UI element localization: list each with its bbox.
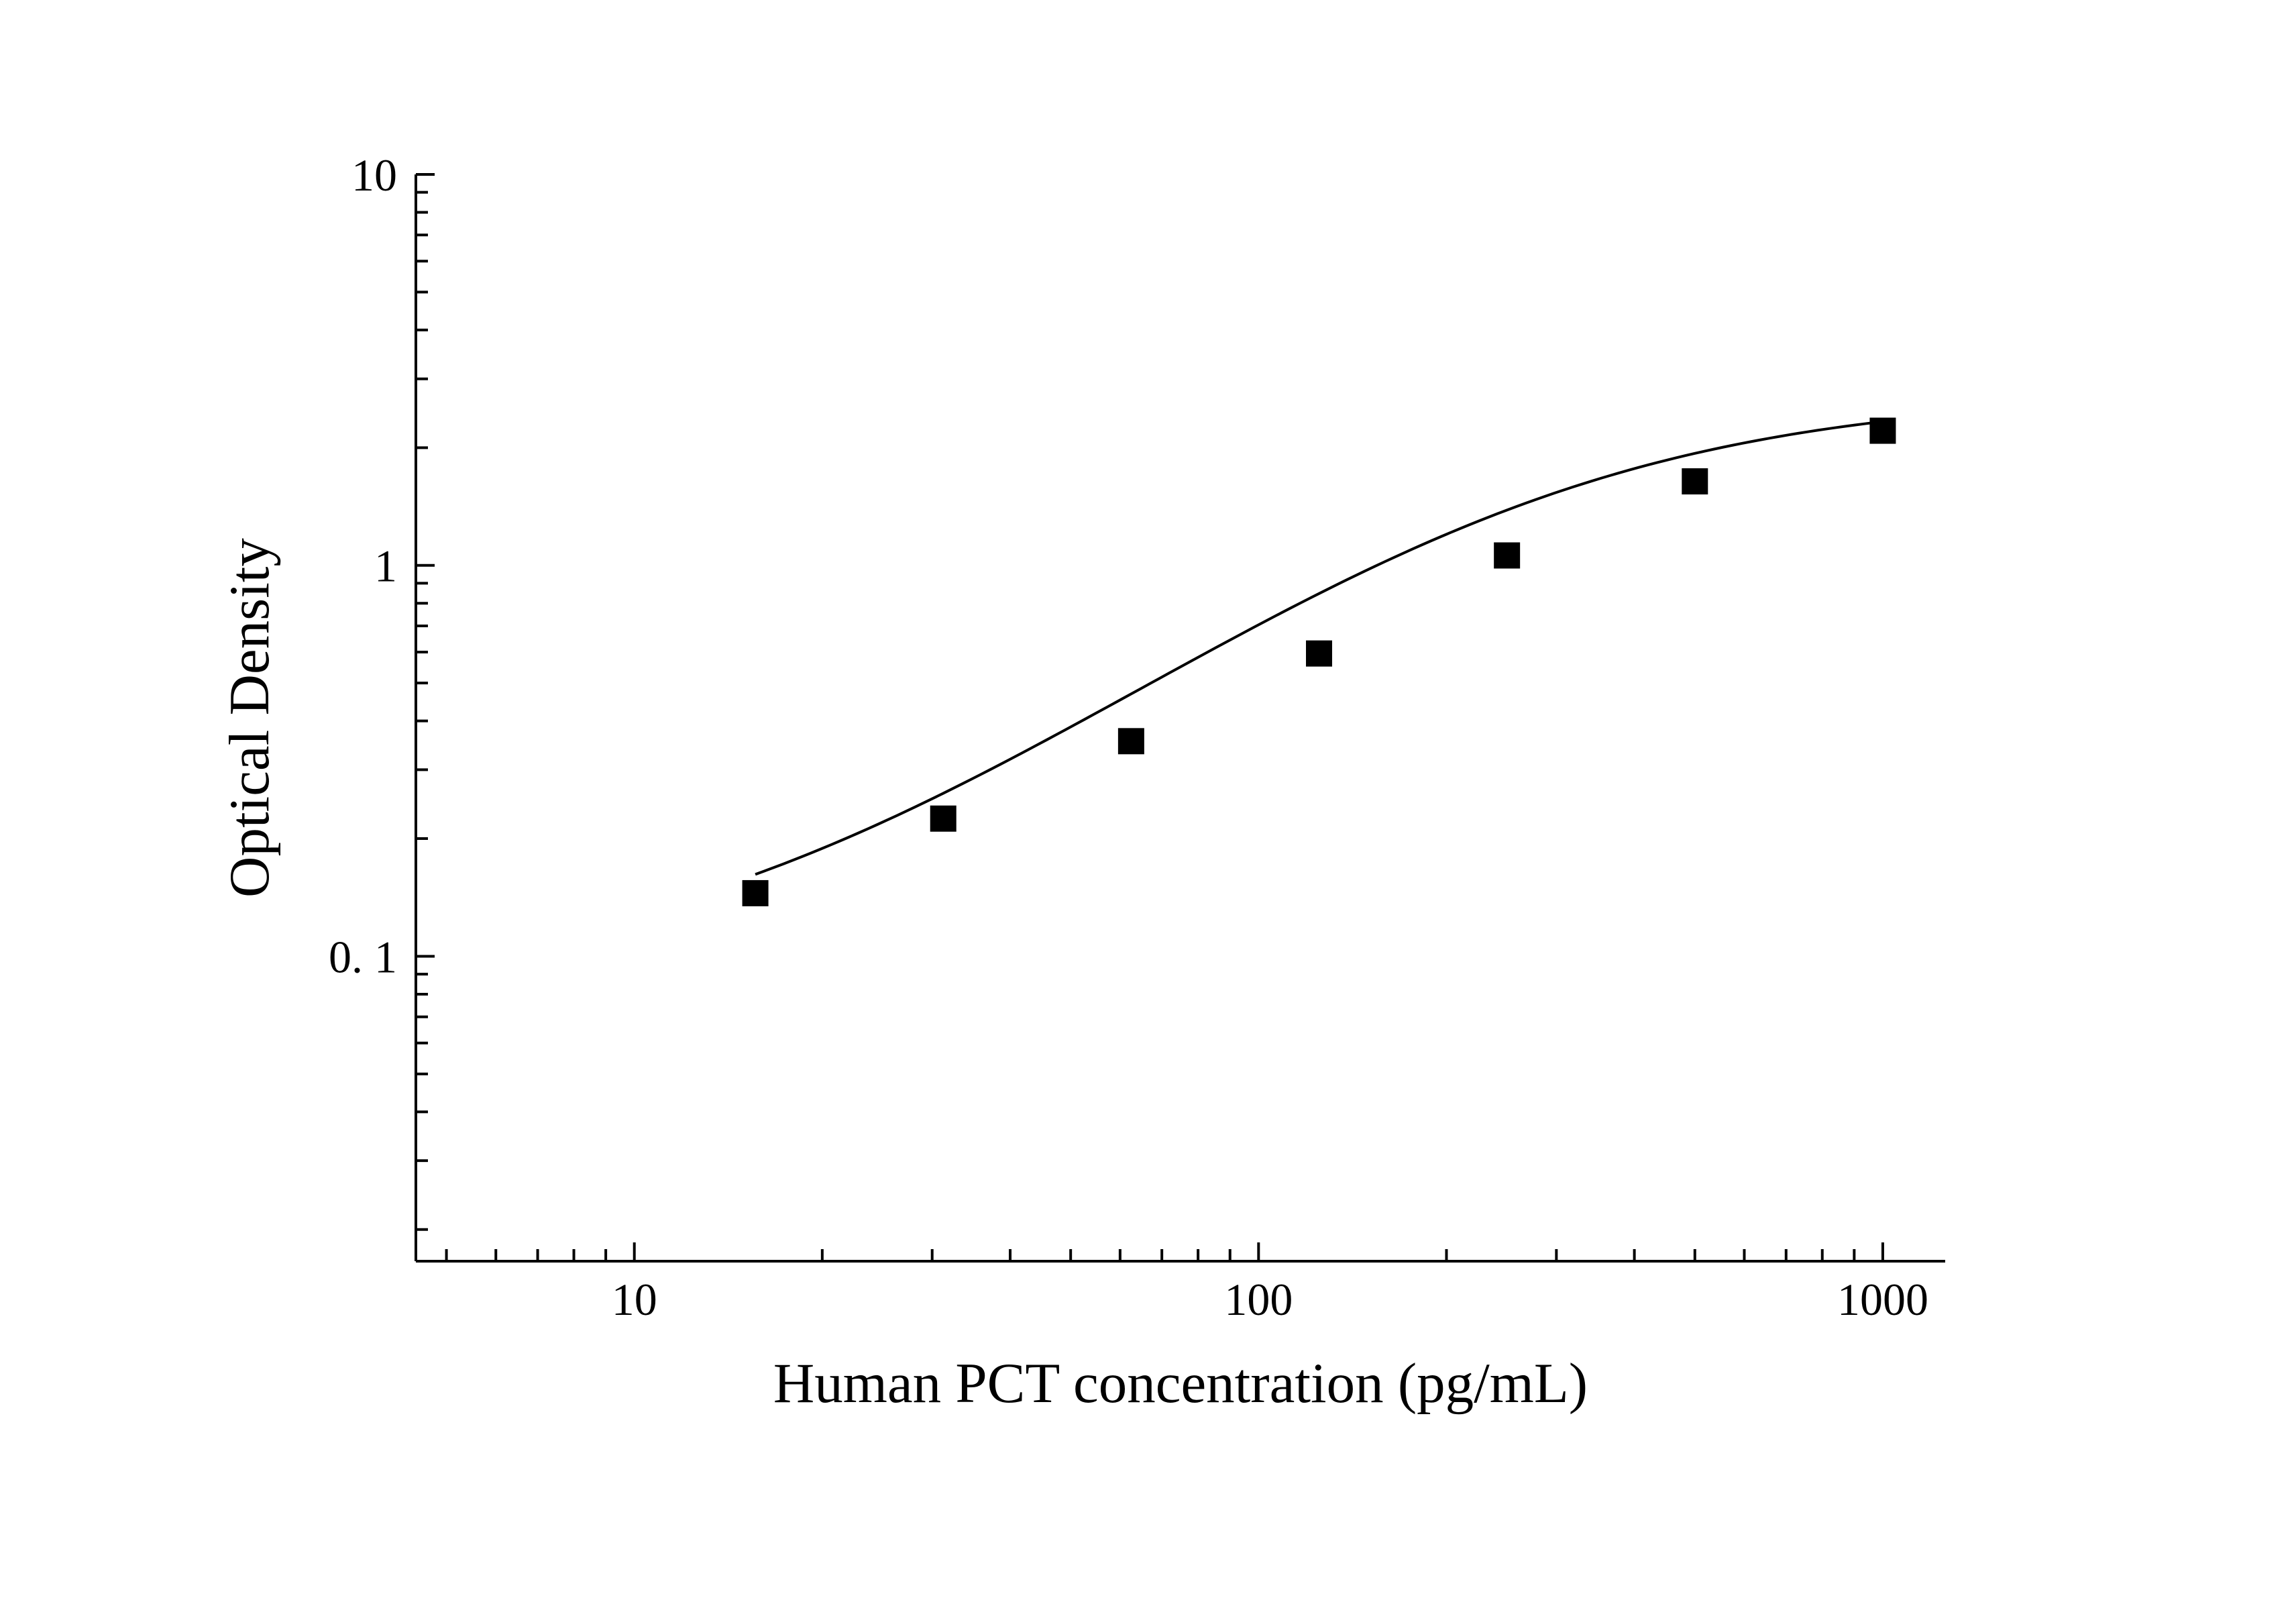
x-tick-label: 10 xyxy=(612,1274,657,1325)
x-tick-label: 1000 xyxy=(1837,1274,1928,1325)
y-tick-label: 1 xyxy=(374,541,397,592)
y-tick-label: 0. 1 xyxy=(329,931,397,982)
y-tick-label: 10 xyxy=(351,150,397,201)
y-axis-label: Optical Density xyxy=(218,538,281,898)
data-point-marker xyxy=(1118,729,1144,754)
data-point-marker xyxy=(1870,418,1896,443)
data-point-marker xyxy=(743,880,768,906)
chart-container: 10 100 1000 Human PCT concentration (pg/mL)… xyxy=(0,0,2296,1604)
x-axis-label: Human PCT concentration (pg/mL) xyxy=(773,1352,1588,1415)
data-point-marker xyxy=(1494,543,1520,568)
elisa-standard-curve-chart: 10 100 1000 Human PCT concentration (pg/mL)… xyxy=(0,0,2296,1604)
data-point-marker xyxy=(1682,469,1708,494)
x-tick-label: 100 xyxy=(1224,1274,1293,1325)
data-point-marker xyxy=(930,806,956,831)
data-point-marker xyxy=(1307,641,1332,666)
